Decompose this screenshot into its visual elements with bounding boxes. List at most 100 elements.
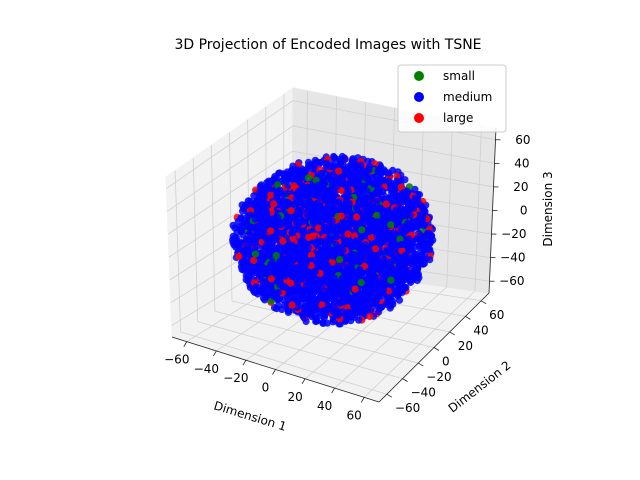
point-medium [353,294,361,302]
point-medium [303,211,311,219]
point-medium [378,286,386,294]
point-medium [317,158,325,166]
point-medium [328,217,336,225]
point-medium [351,161,360,169]
point-medium [325,190,333,198]
x-tick-mark [183,341,188,347]
point-medium [288,252,296,260]
point-medium [288,229,296,237]
point-medium [399,271,407,279]
point-medium [231,224,239,232]
point-medium [341,317,349,325]
point-medium [268,286,276,295]
point-medium [386,193,394,201]
chart-title: 3D Projection of Encoded Images with TSN… [174,37,481,53]
point-small [357,279,365,287]
z-tick-label: −20 [501,227,526,241]
point-medium [369,293,377,301]
point-medium [332,227,341,235]
point-medium [319,285,328,294]
point-medium [237,228,245,236]
point-medium [415,211,423,219]
axis-ticks: −60−40−200204060−60−40−200204060−60−40−2… [164,133,530,423]
point-medium [352,179,360,187]
point-large [367,233,376,241]
point-medium [375,184,383,192]
point-small [387,276,395,284]
point-medium [382,300,390,308]
point-medium [394,220,402,228]
point-medium [306,280,314,288]
point-medium [317,218,325,226]
point-medium [323,195,331,203]
point-large [287,279,295,287]
x-tick-mark [301,378,306,384]
point-medium [311,313,319,321]
point-medium [281,255,289,264]
point-large [318,301,326,309]
point-large [288,301,296,309]
point-medium [274,262,282,270]
point-medium [296,265,304,274]
point-medium [349,259,357,267]
x-tick-mark [242,360,247,366]
point-medium [359,185,367,193]
y-tick-mark [449,331,455,336]
point-medium [357,304,365,312]
point-medium [256,216,264,224]
point-medium [405,235,413,243]
point-medium [317,169,325,177]
point-medium [303,306,311,314]
point-medium [394,286,402,294]
grid-line-z-back [292,125,495,164]
point-medium [321,306,329,314]
point-medium [410,254,418,262]
point-medium [349,174,357,182]
point-large [314,224,322,232]
point-medium [362,168,370,176]
point-medium [305,198,313,206]
point-medium [357,161,365,169]
point-medium [389,182,397,190]
point-medium [285,268,293,276]
point-medium [411,194,419,202]
point-medium [367,207,375,215]
point-medium [330,274,338,282]
point-medium [344,187,352,195]
point-medium [338,275,346,283]
point-medium [343,297,351,305]
point-medium [406,211,414,219]
point-medium [365,247,373,256]
point-medium [293,279,301,288]
x-tick-label: 0 [262,381,270,395]
y-tick-label: −40 [411,386,436,400]
x-tick-mark [213,350,217,357]
point-medium [240,266,248,274]
point-medium [350,302,358,311]
point-large [366,312,374,321]
point-medium [409,276,417,284]
point-medium [345,206,353,214]
point-medium [369,180,377,188]
grid-line-y-floor [214,310,419,364]
point-medium [365,271,373,279]
point-large [267,191,275,199]
point-medium [311,156,319,164]
point-medium [359,208,367,216]
grid-line-z-left [166,100,294,189]
y-tick-label: −60 [395,401,420,415]
point-medium [309,296,317,304]
point-medium [352,237,360,245]
y-tick-mark [402,378,408,382]
point-medium [283,220,291,228]
point-medium [239,239,247,247]
z-tick-label: 40 [514,156,529,170]
point-medium [386,260,395,268]
x-tick-label: −20 [223,371,248,385]
point-medium [253,242,261,250]
point-medium [304,183,312,191]
point-large [335,167,343,175]
legend-label-medium: medium [443,90,492,104]
point-medium [305,162,314,170]
point-medium [334,288,342,297]
